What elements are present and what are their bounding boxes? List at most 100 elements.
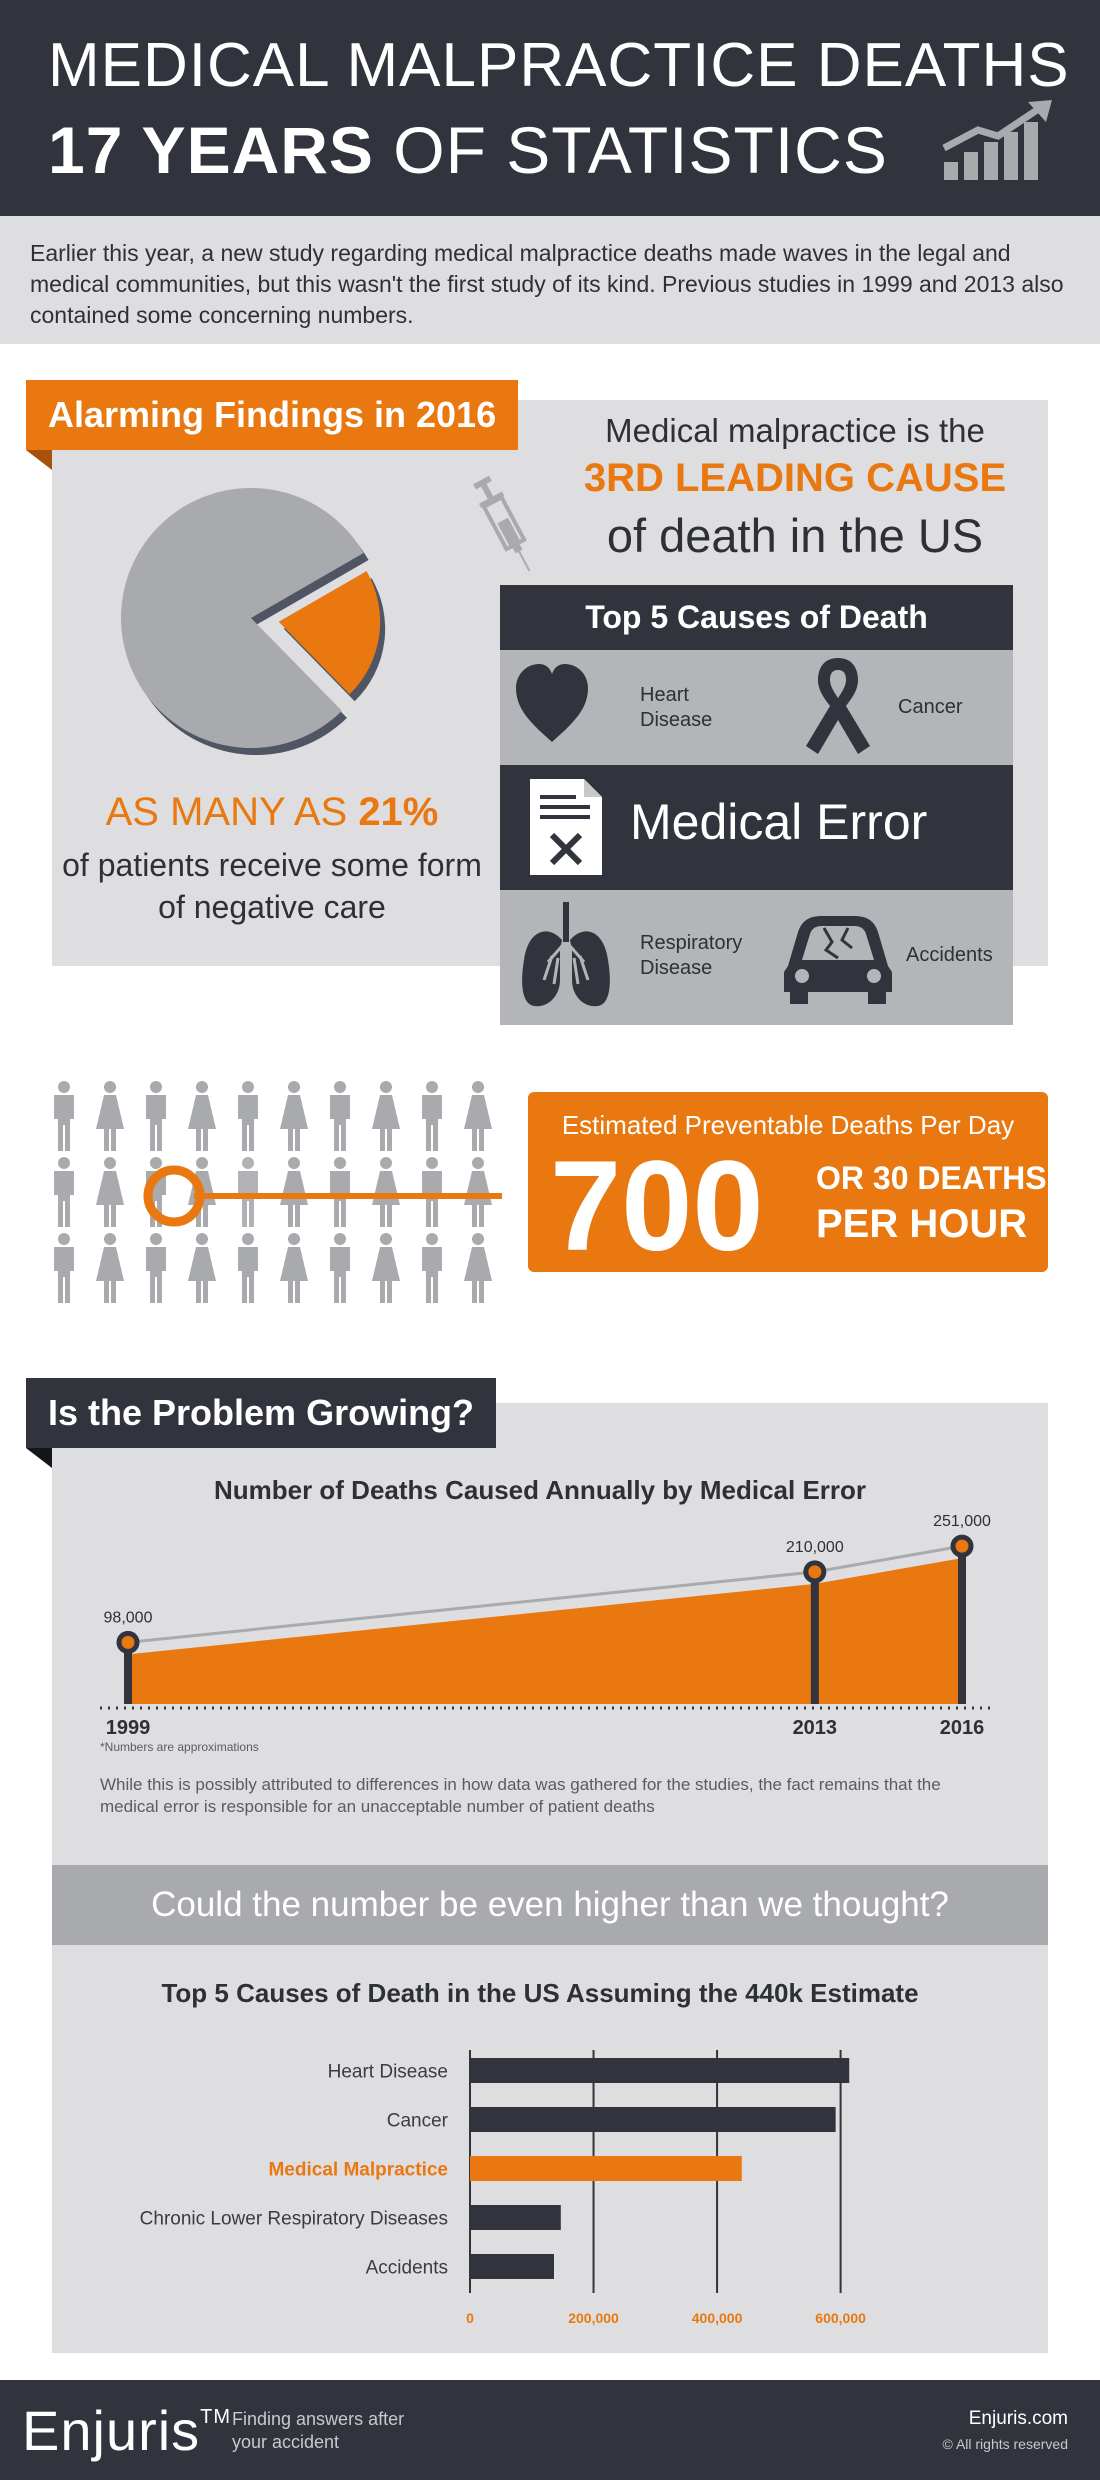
bar-chronic-lower-respiratory-diseases [470,2205,561,2230]
medical-document-error-icon [530,779,602,875]
person-man-figure [330,1233,350,1303]
tick-label-0: 0 [466,2310,474,2326]
person-woman-figure [96,1233,124,1303]
leading-cause-line-3: of death in the US [606,509,984,562]
data-pin-2016 [958,1546,966,1704]
growth-explanation: While this is possibly attributed to dif… [100,1775,941,1816]
person-woman-figure [280,1081,308,1151]
deaths-per-day-number: 700 [550,1135,764,1278]
pie-slice-other [121,488,364,748]
person-man-figure [146,1233,166,1303]
category-label-accidents: Accidents [366,2258,448,2279]
person-woman-figure [464,1233,492,1303]
person-man-figure [54,1081,74,1151]
percent-value: 21% [358,790,439,834]
title-line-2: 17 YEARS OF STATISTICS [48,112,888,188]
leading-cause-highlight: 3RD LEADING CAUSE [583,456,1007,500]
lungs-icon [522,902,610,1007]
person-man-figure [238,1081,258,1151]
person-man-figure [54,1157,74,1227]
findings-banner: Alarming Findings in 2016 [26,380,519,450]
cancer-label: Cancer [898,696,963,718]
percent-headline: AS MANY AS 21% [52,790,492,835]
intro-panel: Earlier this year, a new study regarding… [0,216,1100,344]
person-woman-figure [188,1233,216,1303]
person-woman-figure [280,1157,308,1227]
year-label-2013: 2013 [793,1717,838,1739]
highlight-person-ring [143,1165,205,1227]
preventable-deaths-box: Estimated Preventable Deaths Per Day 700… [528,1092,1048,1272]
tick-label-600,000: 600,000 [815,2310,866,2326]
heart-disease-label: Heart Disease [640,684,713,731]
rising-bar-chart-icon [942,100,1052,180]
banner-fold [26,450,52,470]
category-label-heart-disease: Heart Disease [328,2062,448,2083]
brand-tagline: Finding answers after your accident [232,2409,405,2452]
person-woman-figure [464,1081,492,1151]
intro-text: Earlier this year, a new study regarding… [30,240,1064,328]
category-label-chronic-lower-respiratory-diseases: Chronic Lower Respiratory Diseases [140,2209,448,2230]
year-label-2016: 2016 [940,1717,985,1739]
data-pin-1999 [124,1642,132,1704]
person-man-figure [422,1233,442,1303]
bar-accidents [470,2254,554,2279]
top5-row-respiratory-accidents: Respiratory Disease Accidents [500,890,1013,1025]
top5-row-heart-cancer: Heart Disease Cancer [500,650,1013,765]
deaths-per-hour-line-1: OR 30 DEATHS [816,1160,1047,1196]
person-woman-figure [372,1233,400,1303]
title-years: 17 YEARS [48,113,374,187]
people-grid-illustration [54,1081,502,1303]
category-label-cancer: Cancer [387,2111,449,2132]
copyright: © All rights reserved [942,2436,1068,2452]
value-label-2013: 210,000 [786,1539,844,1556]
value-label-2016: 251,000 [933,1513,991,1530]
title-statistics: OF STATISTICS [373,113,888,187]
deaths-chart-title: Number of Deaths Caused Annually by Medi… [213,1475,867,1505]
banner-fold [26,1448,52,1468]
bar-cancer [470,2107,836,2132]
header: MEDICAL MALPRACTICE DEATHS 17 YEARS OF S… [0,0,1100,216]
deaths-per-hour-line-2: PER HOUR [816,1202,1028,1246]
person-woman-figure [372,1157,400,1227]
data-pin-2013 [810,1571,819,1704]
top5-chart-title: Top 5 Causes of Death in the US Assuming… [161,1978,919,2008]
data-point-2016 [950,1534,974,1558]
bar-medical-malpractice [470,2156,742,2181]
top5-title: Top 5 Causes of Death [500,585,1013,650]
person-man-figure [238,1233,258,1303]
person-man-figure [146,1081,166,1151]
growth-banner: Is the Problem Growing? [26,1378,497,1448]
deaths-area [128,1558,962,1704]
data-point-1999 [116,1630,140,1654]
category-label-medical-malpractice: Medical Malpractice [268,2160,448,2181]
top5-row-medical-error: Medical Error [500,765,1013,890]
medical-error-label: Medical Error [630,794,928,850]
top5-causes-bar-chart: 0 200,000 400,000 600,000 Heart Disease Cance… [140,2050,866,2326]
bar-heart-disease [470,2058,850,2083]
site-link[interactable]: Enjuris.com [968,2408,1068,2429]
person-woman-figure [96,1081,124,1151]
tick-label-400,000: 400,000 [692,2310,743,2326]
leading-cause-line-1: Medical malpractice is the [605,412,985,449]
brand-name: Enjuris [22,2399,201,2462]
trademark: TM [200,2406,232,2428]
top5-causes-box: Top 5 Causes of Death Heart Disease Canc… [500,585,1013,1040]
approximation-note: *Numbers are approximations [100,1740,259,1754]
person-man-figure [330,1081,350,1151]
footer: EnjurisTM Finding answers after your acc… [0,2380,1100,2480]
data-point-2013 [803,1560,827,1584]
percent-caption: of patients receive some form of negativ… [62,847,482,925]
respiratory-disease-label: Respiratory Disease [640,932,743,979]
syringe-icon [473,475,531,572]
accidents-label: Accidents [906,944,993,966]
heart-icon [516,664,588,742]
tick-label-200,000: 200,000 [568,2310,619,2326]
higher-estimate-banner: Could the number be even higher than we … [52,1865,1048,1945]
person-woman-figure [464,1157,492,1227]
annual-deaths-area-chart: 98,000 1999 210,000 2013 251,000 2016 [100,1513,991,1739]
brand-logo[interactable]: EnjurisTM [22,2398,231,2463]
people-figures [54,1081,492,1303]
negative-care-pie-chart [121,488,386,755]
person-man-figure [422,1081,442,1151]
person-woman-figure [188,1081,216,1151]
